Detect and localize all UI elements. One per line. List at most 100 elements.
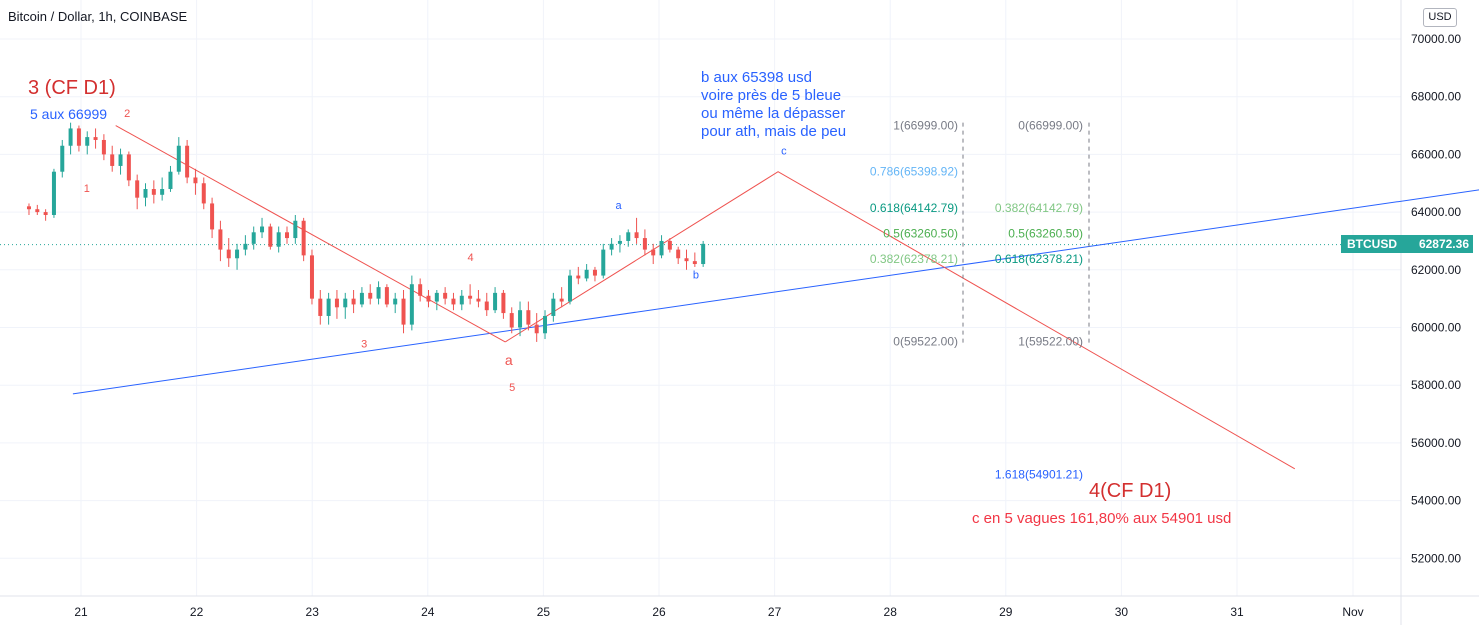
time-axis-label: 31 (1230, 605, 1244, 619)
candle (260, 217, 265, 239)
candle (26, 203, 31, 215)
wave-label: 4 (468, 252, 474, 264)
candle-body (143, 189, 148, 198)
candle-body (68, 128, 73, 146)
price-tag-value: 62872.36 (1418, 237, 1469, 251)
time-axis-label: 21 (74, 605, 88, 619)
candle (368, 284, 373, 305)
time-axis: 21 22 23 24 25 26 27 28 29 30 31 Nov (74, 605, 1363, 619)
candle-body (218, 229, 223, 250)
wave-label: b (693, 269, 699, 281)
candle-body (559, 298, 564, 302)
candle-body (684, 258, 689, 262)
candle-body (476, 298, 481, 302)
candle (401, 289, 406, 334)
candle (526, 301, 531, 331)
candle (218, 220, 223, 262)
candle-body (584, 269, 589, 279)
candle-body (676, 249, 681, 259)
candle (76, 125, 81, 152)
candle (701, 240, 706, 267)
fib-level-label: 0.382(62378.21) (870, 252, 958, 266)
candle (110, 145, 115, 172)
candle (251, 226, 256, 250)
candle-body (201, 183, 206, 204)
candle (626, 229, 631, 247)
candle (51, 168, 56, 218)
wave-label: 5 (509, 382, 515, 394)
candle-body (135, 180, 140, 198)
currency-button[interactable]: USD (1423, 8, 1457, 27)
candle (43, 209, 48, 221)
candle (343, 292, 348, 319)
time-axis-label: 29 (999, 605, 1013, 619)
candle-body (617, 240, 622, 244)
candle-body (534, 324, 539, 334)
price-axis-label: 52000.00 (1411, 551, 1461, 565)
fib-levels: 1(66999.00) 0.786(65398.92) 0.618(64142.79… (870, 119, 1083, 482)
candle-body (293, 220, 298, 239)
candle-body (301, 220, 306, 256)
fib-level-label: 0.618(64142.79) (870, 201, 958, 215)
candle (135, 174, 140, 210)
candle-body (351, 298, 356, 305)
candles (26, 122, 706, 342)
wave-label: a (615, 200, 622, 212)
wave-label: a (505, 352, 513, 368)
candle (326, 292, 331, 325)
candle (35, 204, 40, 215)
time-axis-label: 24 (421, 605, 435, 619)
candle (518, 301, 523, 337)
candle (334, 289, 339, 319)
candle-body (518, 310, 523, 328)
candle-body (642, 238, 647, 250)
candle (210, 197, 215, 239)
candle-body (551, 298, 556, 316)
candle-body (226, 249, 231, 259)
candle-body (393, 298, 398, 305)
candle-body (376, 287, 381, 299)
candle-body (243, 243, 248, 250)
candle (318, 289, 323, 325)
time-axis-label: 26 (652, 605, 666, 619)
candle (309, 249, 314, 305)
candle (235, 243, 240, 270)
candle (642, 229, 647, 256)
candle-body (35, 209, 40, 213)
candle-body (592, 269, 597, 276)
candle-body (309, 255, 314, 299)
candle-body (576, 275, 581, 279)
candle-body (60, 145, 65, 172)
candle-body (418, 284, 423, 296)
candle-body (451, 298, 456, 305)
candle-body (567, 275, 572, 302)
fib-level-label: 0.618(62378.21) (995, 252, 1083, 266)
candle (592, 266, 597, 282)
candle (676, 246, 681, 265)
price-axis-label: 60000.00 (1411, 321, 1461, 335)
candle-body (326, 298, 331, 316)
blue-trendline (72, 189, 1479, 395)
candle (567, 269, 572, 305)
fib-level-label: 1(59522.00) (1018, 334, 1083, 348)
candle-body (468, 295, 473, 299)
candle (359, 287, 364, 308)
time-axis-label: 30 (1115, 605, 1129, 619)
candle (68, 122, 73, 155)
candle-body (368, 292, 373, 299)
candle-body (276, 232, 281, 247)
candle-body (76, 128, 81, 146)
candle-body (443, 292, 448, 299)
candle (185, 139, 190, 184)
price-axis-label: 68000.00 (1411, 90, 1461, 104)
candle (276, 226, 281, 253)
fib-level-label: 0.382(64142.79) (995, 201, 1083, 215)
candle (118, 148, 123, 175)
candle (351, 289, 356, 314)
fib-level-label: 0.786(65398.92) (870, 165, 958, 179)
price-axis: 70000.00 68000.00 66000.00 64000.00 62000.00… (1411, 32, 1461, 565)
price-axis-label: 66000.00 (1411, 147, 1461, 161)
